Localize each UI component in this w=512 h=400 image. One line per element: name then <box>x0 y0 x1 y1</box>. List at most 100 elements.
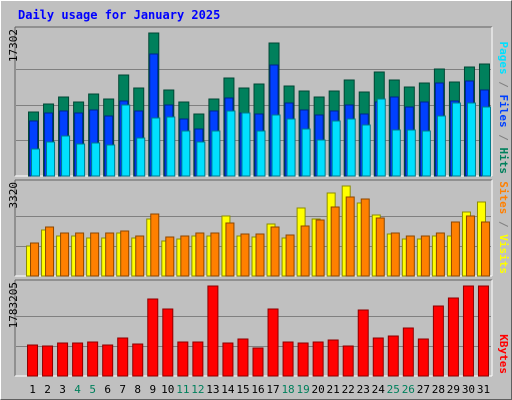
kbytes-panel: 1783205 KBytes <box>7 279 510 377</box>
day-label: 24 <box>372 383 386 396</box>
visits-bar-sites <box>60 232 70 277</box>
hits-bar-pages <box>106 144 116 177</box>
hits-bar-pages <box>61 135 71 177</box>
visits-bar-sites <box>225 222 235 277</box>
visits-bar-sites <box>105 232 115 277</box>
kbytes-bar-kbytes <box>357 309 369 377</box>
kbytes-bar-kbytes <box>192 341 204 377</box>
visits-max-label: 3320 <box>7 182 20 209</box>
visits-bar-sites <box>45 226 55 277</box>
kbytes-legend-segment: KBytes <box>497 334 510 374</box>
visits-bar-sites <box>150 213 160 277</box>
kbytes-series-label: KBytes <box>497 334 510 374</box>
hits-bar-pages <box>121 104 131 177</box>
kbytes-bar-kbytes <box>72 342 84 377</box>
hits-bar-pages <box>391 129 401 177</box>
kbytes-bar-kbytes <box>102 344 114 377</box>
hits-bar-pages <box>466 102 476 177</box>
day-label: 28 <box>432 383 445 396</box>
kbytes-bar-kbytes <box>177 341 189 377</box>
visits-panel: 3320 Sites / Visits <box>7 179 510 277</box>
day-label: 30 <box>462 383 475 396</box>
hits-bar-pages <box>241 112 251 177</box>
visits-bar-sites <box>420 235 430 277</box>
hits-bar-pages <box>436 115 446 177</box>
visits-bar-sites <box>480 221 490 277</box>
visits-bar-sites <box>210 232 220 277</box>
visits-bar-sites <box>330 206 340 277</box>
day-label: 29 <box>447 383 460 396</box>
day-label: 8 <box>134 383 141 396</box>
kbytes-bar-kbytes <box>387 335 399 377</box>
chart-title: Daily usage for January 2025 <box>18 8 220 22</box>
hits-panel: 17302 Pages / Files / Hits <box>7 26 510 177</box>
hits-bar-pages <box>481 106 491 177</box>
hits-bar-pages <box>346 118 356 177</box>
day-label: 23 <box>357 383 370 396</box>
day-label: 5 <box>89 383 96 396</box>
day-label: 2 <box>44 383 51 396</box>
hits-bar-pages <box>226 110 236 177</box>
kbytes-bar-kbytes <box>267 308 279 377</box>
visits-bar-sites <box>270 226 280 277</box>
visits-bar-sites <box>315 219 325 277</box>
hits-bar-pages <box>271 114 281 177</box>
day-label: 19 <box>296 383 309 396</box>
hits-legend-segment: Pages <box>497 42 510 75</box>
kbytes-bar-kbytes <box>132 343 144 377</box>
kbytes-bar-kbytes <box>417 338 429 377</box>
hits-bar-pages <box>301 128 311 177</box>
day-label: 16 <box>251 383 264 396</box>
visits-bar-sites <box>135 235 145 277</box>
kbytes-bar-kbytes <box>207 285 219 377</box>
visits-bar-sites <box>285 234 295 277</box>
visits-bar-sites <box>405 235 415 277</box>
visits-bar-sites <box>180 235 190 277</box>
hits-legend-segment: Hits <box>497 148 510 175</box>
day-label: 21 <box>327 383 340 396</box>
hits-bar-pages <box>451 102 461 177</box>
visits-bar-sites <box>375 217 385 277</box>
day-label: 15 <box>236 383 249 396</box>
hits-legend-segment: Files <box>497 95 510 128</box>
kbytes-bar-kbytes <box>282 341 294 377</box>
hits-series-label: Pages / Files / Hits <box>497 42 510 175</box>
hits-bar-pages <box>286 118 296 177</box>
hits-bar-pages <box>406 129 416 177</box>
day-labels: 1 2 3 4 5 6 7 8 9 10 11 12 13 14 15 16 17 18 19 20 21 22 23 24 2… <box>29 383 490 396</box>
day-label: 26 <box>402 383 415 396</box>
day-label: 31 <box>477 383 490 396</box>
kbytes-bar-kbytes <box>222 342 234 377</box>
visits-legend-segment: Visits <box>497 234 510 274</box>
hits-bar-pages <box>76 143 86 177</box>
hits-bar-pages <box>256 130 266 177</box>
hits-legend-segment: / <box>497 75 510 95</box>
kbytes-bar-kbytes <box>402 327 414 377</box>
day-label: 4 <box>74 383 81 396</box>
visits-bar-sites <box>450 221 460 277</box>
day-label: 17 <box>266 383 279 396</box>
kbytes-bar-kbytes <box>117 337 129 377</box>
kbytes-bar-kbytes <box>372 337 384 377</box>
kbytes-bar-kbytes <box>252 347 264 377</box>
kbytes-bar-kbytes <box>297 342 309 377</box>
day-label: 20 <box>312 383 325 396</box>
day-label: 7 <box>119 383 126 396</box>
hits-bar-pages <box>331 120 341 177</box>
visits-bar-sites <box>90 232 100 277</box>
visits-bar-sites <box>360 198 370 277</box>
visits-bar-sites <box>195 232 205 277</box>
kbytes-bar-kbytes <box>462 285 474 377</box>
visits-bar-sites <box>165 236 175 277</box>
day-label: 1 <box>29 383 36 396</box>
kbytes-bar-kbytes <box>57 342 69 377</box>
kbytes-bar-kbytes <box>237 338 249 377</box>
kbytes-bar-kbytes <box>327 339 339 377</box>
day-label: 13 <box>206 383 219 396</box>
kbytes-bar-kbytes <box>432 305 444 377</box>
kbytes-max-label: 1783205 <box>7 282 20 328</box>
visits-bar-sites <box>435 232 445 277</box>
kbytes-bar-kbytes <box>87 341 99 377</box>
day-label: 27 <box>417 383 430 396</box>
hits-bar-pages <box>91 142 101 177</box>
